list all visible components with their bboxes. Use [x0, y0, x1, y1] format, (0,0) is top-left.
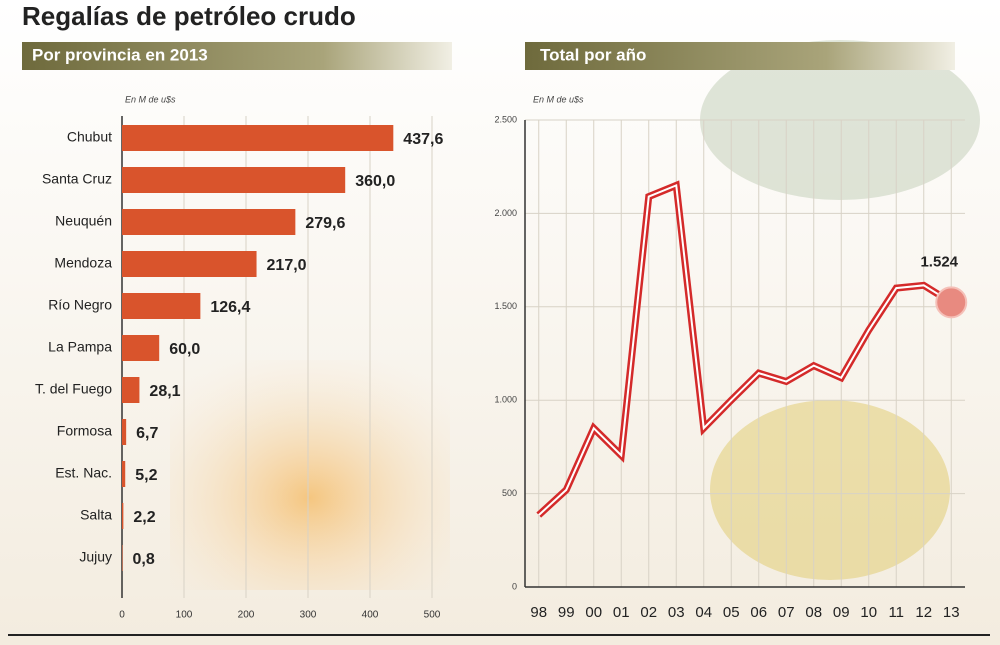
end-marker: [935, 286, 968, 319]
bar: [122, 293, 201, 319]
x-tick-label: 04: [695, 604, 712, 621]
x-tick-label: 300: [300, 610, 317, 621]
main-title: Regalías de petróleo crudo: [22, 1, 356, 31]
subtitle: Por provincia en 2013: [32, 45, 208, 64]
x-tick-label: 00: [585, 604, 602, 621]
x-tick-label: 06: [750, 604, 767, 621]
x-tick-label: 03: [668, 604, 685, 621]
axis-unit: En M de u$s: [533, 94, 584, 104]
x-tick-label: 07: [778, 604, 795, 621]
category-label: Neuquén: [55, 213, 112, 229]
x-tick-label: 400: [362, 610, 379, 621]
x-tick-label: 05: [723, 604, 740, 621]
y-tick-label: 2.500: [494, 114, 517, 124]
x-tick-label: 500: [424, 610, 441, 621]
x-tick-label: 10: [860, 604, 877, 621]
value-label: 6,7: [136, 425, 158, 442]
photo-oil-field: [170, 360, 450, 590]
x-tick-label: 08: [805, 604, 822, 621]
bar: [122, 209, 296, 235]
axis-unit: En M de u$s: [125, 94, 176, 104]
x-tick-label: 200: [238, 610, 255, 621]
x-tick-label: 11: [888, 604, 904, 621]
subtitle: Total por año: [540, 45, 646, 64]
category-label: Salta: [80, 507, 112, 523]
value-label: 5,2: [135, 467, 157, 484]
value-label: 126,4: [210, 299, 250, 316]
value-label: 60,0: [169, 341, 200, 358]
x-tick-label: 13: [943, 604, 960, 621]
y-tick-label: 2.000: [494, 208, 517, 218]
subtitle-band: [22, 42, 452, 70]
value-label: 2,2: [133, 509, 155, 526]
value-label: 0,8: [132, 551, 154, 568]
category-label: Formosa: [57, 423, 112, 439]
x-tick-label: 99: [558, 604, 575, 621]
photo-barrels: [710, 400, 950, 580]
bar: [122, 125, 394, 151]
value-label: 360,0: [355, 173, 395, 190]
category-label: Santa Cruz: [42, 171, 112, 187]
value-label: 437,6: [403, 131, 443, 148]
value-label: 279,6: [305, 215, 345, 232]
x-tick-label: 09: [833, 604, 850, 621]
value-label: 217,0: [267, 257, 307, 274]
y-tick-label: 1.500: [494, 301, 517, 311]
x-tick-label: 12: [915, 604, 932, 621]
x-tick-label: 100: [176, 610, 193, 621]
bar: [122, 167, 346, 193]
category-label: Río Negro: [48, 297, 112, 313]
y-tick-label: 1.000: [494, 395, 517, 405]
category-label: Mendoza: [54, 255, 112, 271]
value-label: 1.524: [920, 253, 958, 270]
category-label: Est. Nac.: [55, 465, 112, 481]
value-label: 28,1: [149, 383, 180, 400]
category-label: La Pampa: [48, 339, 112, 355]
y-tick-label: 500: [502, 488, 517, 498]
subtitle-band: [525, 42, 955, 70]
bar: [122, 503, 124, 529]
category-label: Chubut: [67, 129, 112, 145]
x-tick-label: 02: [640, 604, 657, 621]
bar: [122, 251, 257, 277]
x-tick-label: 01: [613, 604, 630, 621]
x-tick-label: 98: [530, 604, 547, 621]
x-tick-label: 0: [119, 610, 125, 621]
data-line-highlight: [538, 183, 952, 516]
bar: [122, 419, 127, 445]
category-label: Jujuy: [79, 549, 112, 565]
bar: [122, 377, 140, 403]
bar: [122, 461, 126, 487]
bar: [122, 335, 160, 361]
category-label: T. del Fuego: [35, 381, 112, 397]
y-tick-label: 0: [512, 581, 517, 591]
